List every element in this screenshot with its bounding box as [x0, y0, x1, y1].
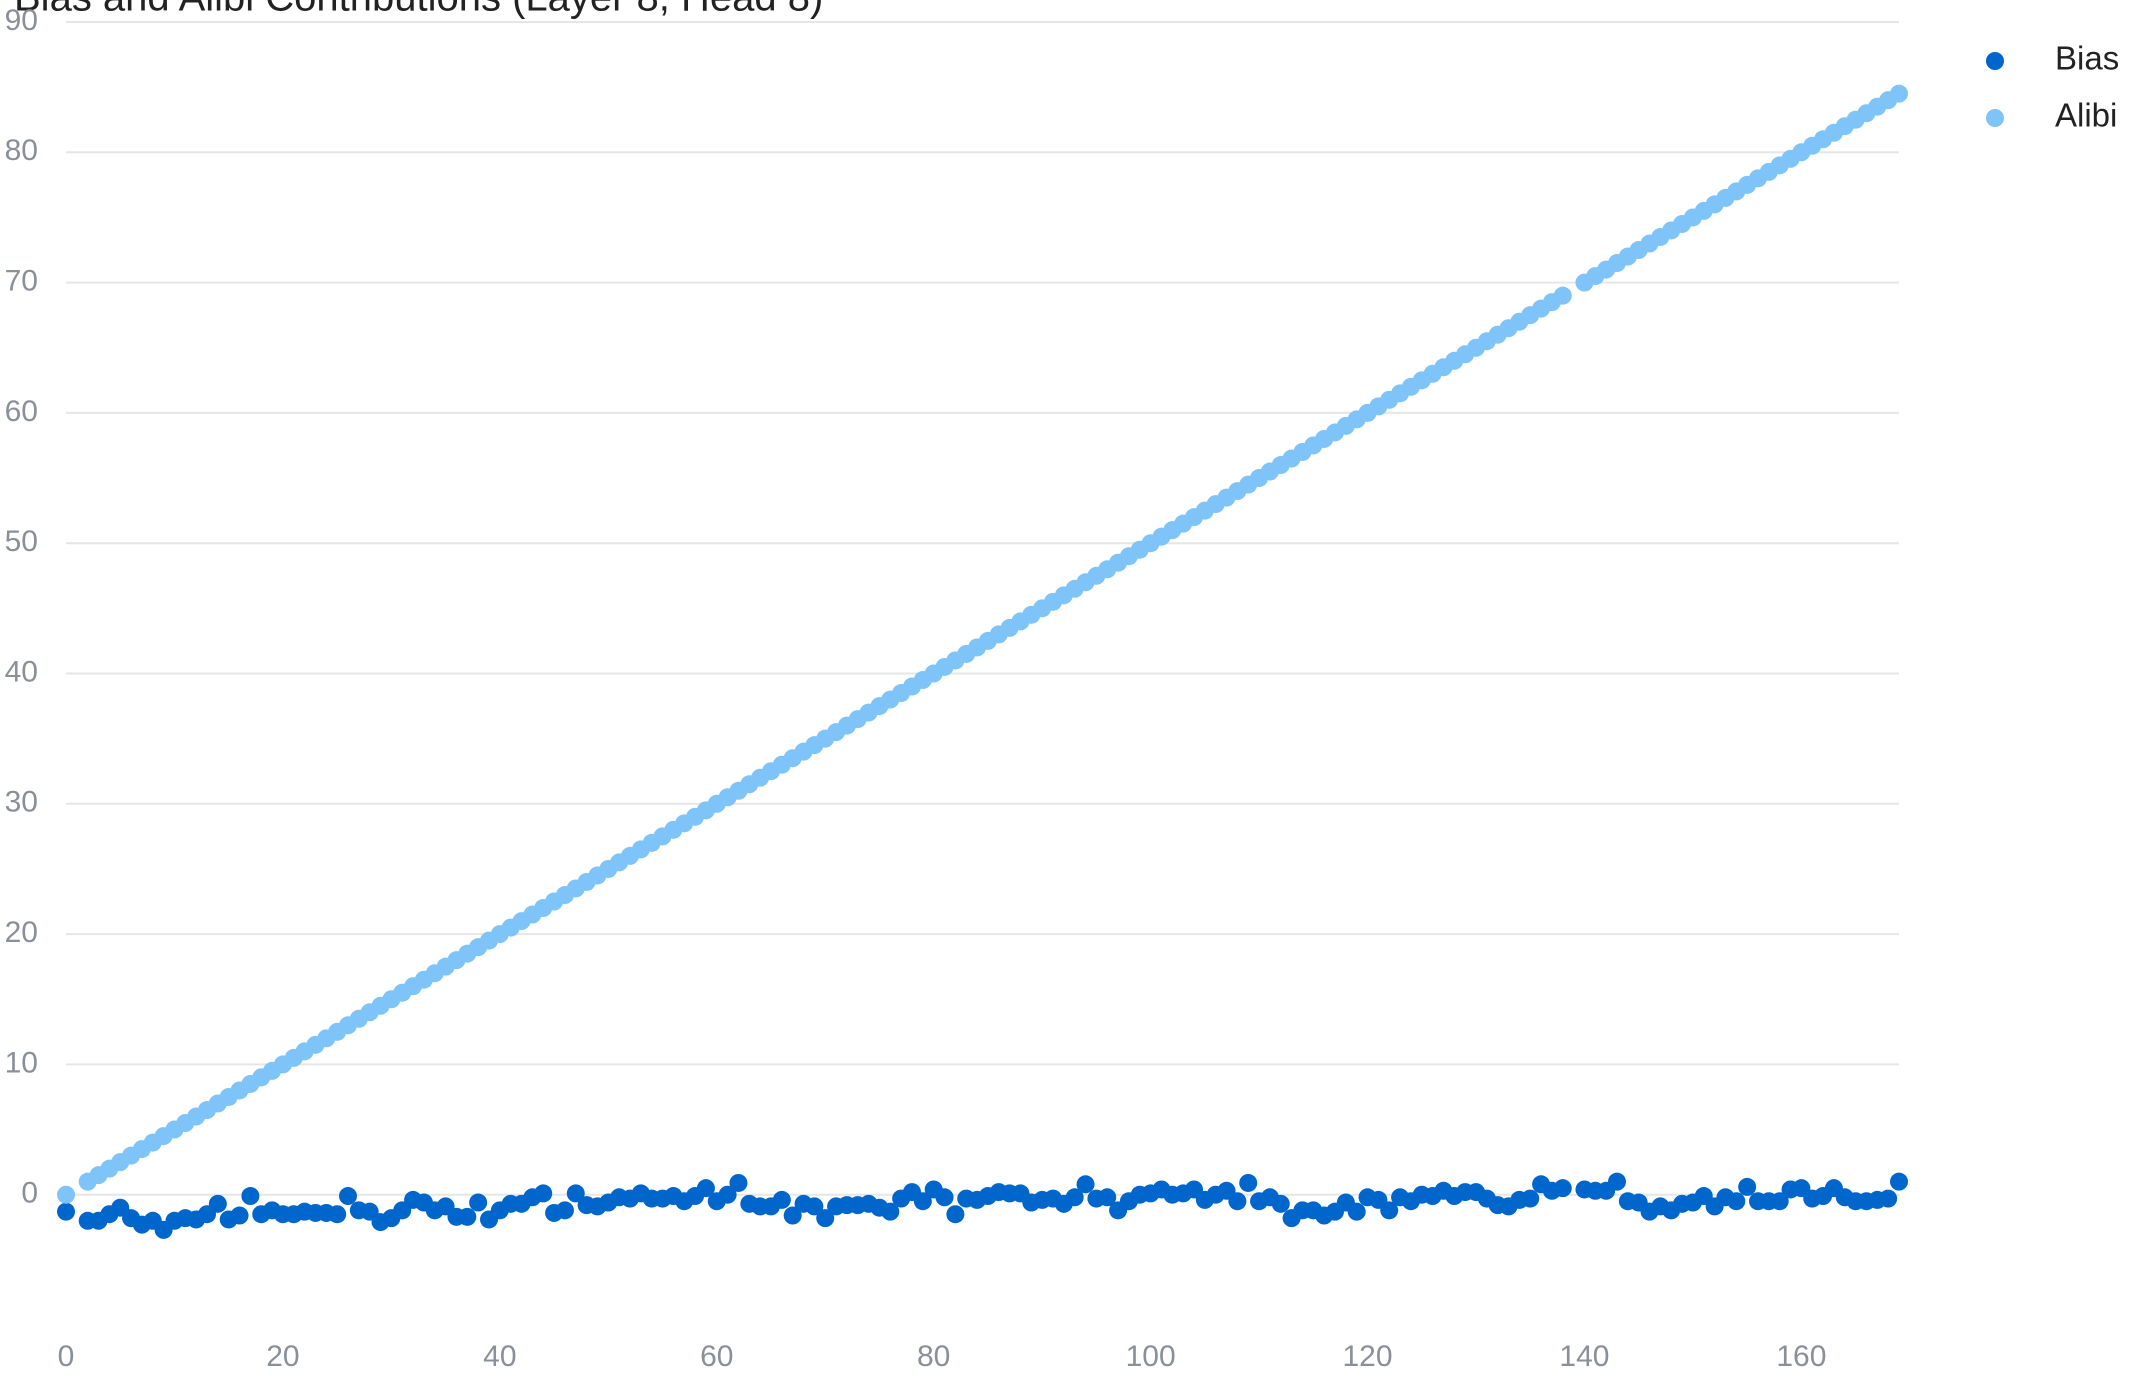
point [913, 1192, 932, 1211]
point [1727, 1192, 1746, 1211]
point [1608, 1172, 1626, 1191]
point [1271, 1194, 1290, 1213]
point [1738, 1177, 1757, 1196]
y-tick-label: 30 [5, 786, 38, 819]
point [1239, 1173, 1258, 1192]
point [1228, 1192, 1247, 1211]
y-tick-label: 0 [21, 1177, 38, 1210]
chart-title: Bias and Alibi Contributions (Layer 8, H… [14, 0, 823, 20]
point [816, 1209, 835, 1228]
point [1890, 1172, 1908, 1191]
x-tick-label: 80 [917, 1340, 950, 1373]
x-tick-label: 20 [266, 1340, 299, 1373]
y-tick-label: 60 [5, 395, 38, 428]
point [1065, 1188, 1084, 1207]
point [1553, 1179, 1572, 1198]
point [208, 1194, 227, 1213]
point [339, 1187, 357, 1206]
point [328, 1205, 347, 1224]
legend-label: Alibi [2055, 97, 2117, 134]
point [783, 1206, 802, 1225]
legend-label: Bias [2055, 40, 2119, 77]
x-tick-label: 60 [700, 1340, 733, 1373]
y-tick-label: 40 [5, 655, 38, 688]
point [772, 1190, 791, 1209]
point [1521, 1189, 1540, 1208]
point [230, 1206, 249, 1225]
point [241, 1187, 260, 1206]
point [1347, 1202, 1366, 1221]
point [1890, 84, 1908, 103]
y-tick-label: 90 [5, 4, 38, 37]
point [534, 1184, 553, 1203]
point [946, 1205, 965, 1224]
x-tick-label: 140 [1559, 1340, 1609, 1373]
point [1076, 1175, 1095, 1194]
point [935, 1188, 954, 1207]
y-tick-label: 50 [5, 525, 38, 558]
y-tick-label: 80 [5, 134, 38, 167]
x-tick-label: 0 [58, 1340, 75, 1373]
x-tick-label: 120 [1343, 1340, 1393, 1373]
y-tick-label: 70 [5, 265, 38, 298]
point [718, 1185, 737, 1204]
point [458, 1207, 477, 1226]
point [729, 1173, 748, 1192]
point [57, 1202, 75, 1221]
point [469, 1193, 488, 1212]
y-tick-label: 20 [5, 916, 38, 949]
x-tick-label: 40 [483, 1340, 516, 1373]
point [57, 1185, 75, 1204]
point [1380, 1201, 1399, 1220]
legend-marker [1986, 109, 2004, 127]
point [566, 1184, 585, 1203]
point [881, 1202, 900, 1221]
point [555, 1201, 574, 1220]
x-tick-label: 100 [1126, 1340, 1176, 1373]
point [805, 1197, 824, 1216]
point [696, 1179, 715, 1198]
point [1770, 1192, 1789, 1211]
y-tick-label: 10 [5, 1046, 38, 1079]
point [1553, 286, 1572, 305]
legend-marker [1986, 52, 2004, 70]
point [1879, 1189, 1898, 1208]
point [1098, 1188, 1117, 1207]
x-tick-label: 160 [1776, 1340, 1826, 1373]
